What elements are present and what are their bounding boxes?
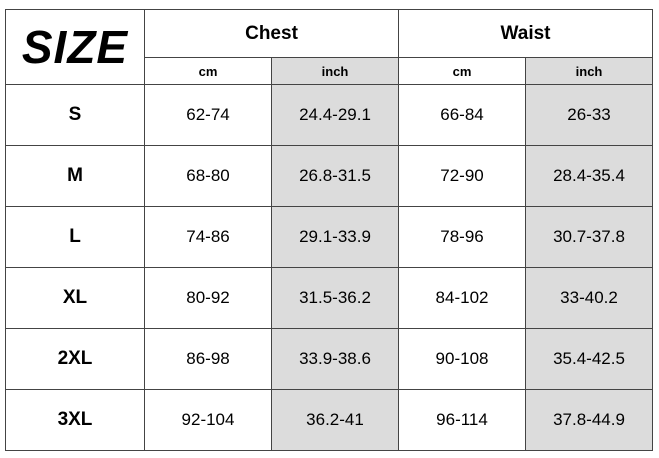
- chest-inch-header: inch: [270, 57, 400, 85]
- table-row: 2XL 86-98 33.9-38.6 90-108 35.4-42.5: [5, 328, 654, 390]
- waist-cm-header: cm: [398, 57, 527, 85]
- table-row: XL 80-92 31.5-36.2 84-102 33-40.2: [5, 267, 654, 329]
- table-row: 3XL 92-104 36.2-41 96-114 37.8-44.9: [5, 389, 654, 451]
- table-row: M 68-80 26.8-31.5 72-90 28.4-35.4: [5, 145, 654, 207]
- waist-cm-cell: 78-96: [398, 206, 527, 268]
- size-title: SIZE: [21, 21, 129, 73]
- waist-inch-cell: 26-33: [525, 84, 654, 146]
- chest-inch-cell: 36.2-41: [270, 389, 400, 451]
- size-chart-table: SIZE Chest Waist cm inch cm inch S 62-74…: [5, 9, 654, 451]
- chest-cm-cell: 92-104: [144, 389, 272, 451]
- chest-cm-header: cm: [144, 57, 272, 85]
- waist-inch-cell: 37.8-44.9: [525, 389, 654, 451]
- chest-header: Chest: [143, 9, 400, 58]
- size-label: 3XL: [5, 389, 145, 451]
- waist-inch-header: inch: [525, 57, 654, 85]
- size-label: XL: [5, 267, 145, 329]
- table-row: L 74-86 29.1-33.9 78-96 30.7-37.8: [5, 206, 654, 268]
- waist-cm-cell: 84-102: [398, 267, 527, 329]
- waist-cm-cell: 96-114: [398, 389, 527, 451]
- size-label: 2XL: [5, 328, 145, 390]
- waist-inch-cell: 33-40.2: [525, 267, 654, 329]
- waist-cm-cell: 90-108: [398, 328, 527, 390]
- size-label: M: [5, 145, 145, 207]
- chest-inch-cell: 33.9-38.6: [270, 328, 400, 390]
- waist-inch-cell: 30.7-37.8: [525, 206, 654, 268]
- waist-header: Waist: [398, 9, 654, 58]
- chest-inch-cell: 26.8-31.5: [270, 145, 400, 207]
- chest-cm-cell: 68-80: [144, 145, 272, 207]
- chest-inch-cell: 31.5-36.2: [270, 267, 400, 329]
- size-label: L: [5, 206, 145, 268]
- chest-inch-cell: 24.4-29.1: [270, 84, 400, 146]
- waist-inch-cell: 35.4-42.5: [525, 328, 654, 390]
- table-row: S 62-74 24.4-29.1 66-84 26-33: [5, 84, 654, 146]
- chest-cm-cell: 62-74: [144, 84, 272, 146]
- chest-inch-cell: 29.1-33.9: [270, 206, 400, 268]
- chest-cm-cell: 86-98: [144, 328, 272, 390]
- chest-cm-cell: 74-86: [144, 206, 272, 268]
- chest-cm-cell: 80-92: [144, 267, 272, 329]
- waist-cm-cell: 72-90: [398, 145, 527, 207]
- waist-cm-cell: 66-84: [398, 84, 527, 146]
- size-title-cell: SIZE: [5, 9, 145, 85]
- size-label: S: [5, 84, 145, 146]
- waist-inch-cell: 28.4-35.4: [525, 145, 654, 207]
